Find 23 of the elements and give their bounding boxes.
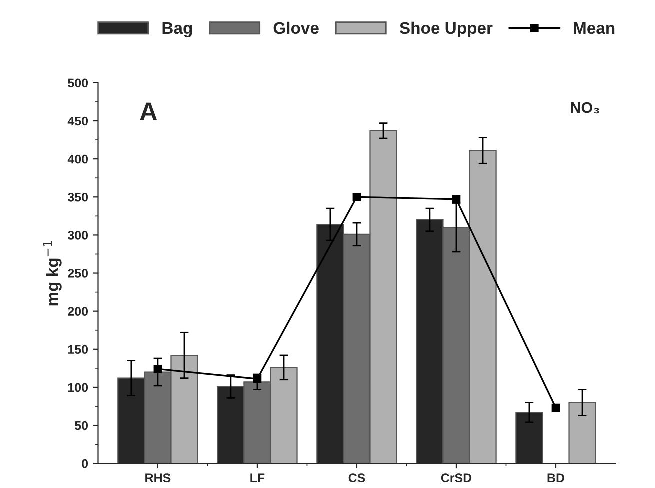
y-tick-label: 150 — [68, 345, 88, 354]
x-tick-label: RHS — [146, 474, 171, 483]
y-tick-label: 300 — [68, 231, 88, 240]
x-tick-label: CS — [348, 474, 366, 483]
legend-label: Bag — [162, 22, 192, 38]
legend-label: Shoe Upper — [400, 22, 493, 38]
y-tick-label: 450 — [68, 116, 88, 126]
y-tick-label: 350 — [68, 192, 88, 202]
y-tick-label: 50 — [75, 421, 88, 430]
y-tick-label: 0 — [82, 459, 88, 468]
y-tick-label: 200 — [68, 307, 88, 316]
x-tick-label: BD — [548, 474, 564, 482]
legend-label: Mean — [574, 22, 615, 34]
y-tick-label: 400 — [68, 154, 88, 164]
x-tick-label: CrSD — [441, 474, 472, 483]
annotation: NO₃ — [571, 102, 600, 114]
y-tick-label: 500 — [68, 78, 88, 88]
y-tick-label: 250 — [68, 269, 88, 278]
y-axis-title: mg kg$^{−1}$ — [43, 241, 62, 306]
y-tick-label: 100 — [68, 383, 88, 392]
annotation: A — [140, 102, 158, 120]
legend-label: Glove — [274, 22, 319, 34]
x-tick-label: LF — [250, 474, 265, 482]
